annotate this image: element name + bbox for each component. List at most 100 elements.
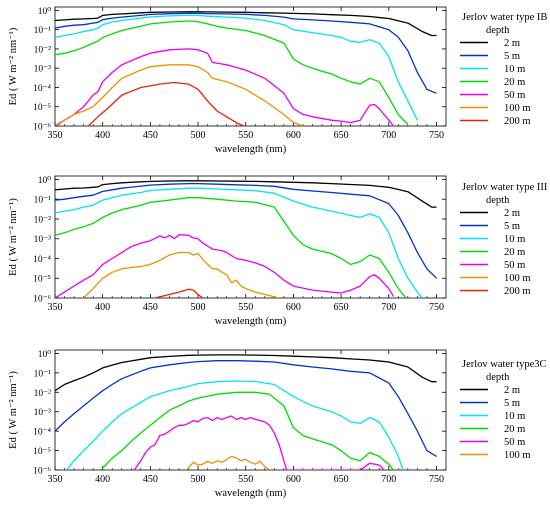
series-line-50m [133, 415, 385, 470]
series-line-10m [55, 14, 418, 121]
x-tick-label: 550 [238, 302, 253, 313]
x-tick-label: 350 [48, 302, 63, 313]
series-group [55, 354, 437, 470]
x-tick-label: 650 [334, 474, 349, 485]
series-line-20m [55, 20, 409, 125]
x-tick-label: 400 [95, 302, 110, 313]
x-tick-label: 400 [95, 130, 110, 141]
legend-label: 200 m [504, 116, 531, 127]
series-line-5m [55, 12, 437, 94]
legend-title: Jerlov water type III [462, 182, 548, 193]
legend-label: 10 m [504, 234, 525, 245]
x-tick-label: 400 [95, 474, 110, 485]
x-tick-label: 750 [429, 474, 444, 485]
x-tick-label: 450 [143, 130, 158, 141]
series-line-20m [100, 391, 395, 470]
x-tick-label: 600 [286, 130, 301, 141]
x-axis-label: wavelength (nm) [215, 144, 287, 155]
y-tick-label: 10⁻⁴ [33, 428, 52, 438]
series-line-5m [55, 360, 437, 457]
y-tick-label: 10⁻⁴ [33, 255, 52, 265]
chart-panel-1: 350 400 450 500 550 600 650 700 750 10⁰ 10⁻¹ 10⁻² 10… [8, 6, 547, 155]
series-line-2m [55, 11, 437, 37]
legend-label: 100 m [504, 450, 531, 461]
y-tick-label: 10⁻¹ [34, 369, 52, 379]
y-tick-label: 10⁻³ [34, 408, 52, 418]
legend-label: 20 m [504, 424, 525, 435]
chart-panel-3: 350 400 450 500 550 600 650 700 750 10⁰ 10⁻¹ 10⁻² 10… [8, 349, 547, 499]
y-axis-label: Ed ( W m⁻² nm⁻¹) [8, 198, 19, 276]
series-line-50m [55, 48, 395, 126]
x-tick-label: 550 [238, 130, 253, 141]
series-line-5m [55, 182, 437, 279]
legend-title: Jerlov water type IB [462, 12, 547, 23]
x-tick-label: 650 [334, 302, 349, 313]
legend-label: 10 m [504, 64, 525, 75]
x-axis-label: wavelength (nm) [215, 316, 287, 327]
x-tick-label: 700 [381, 474, 396, 485]
legend-label: 10 m [504, 411, 525, 422]
y-tick-label: 10⁻⁶ [33, 123, 51, 133]
x-tick-label: 450 [143, 302, 158, 313]
y-tick-label: 10⁻⁶ [33, 295, 51, 305]
legend-label: 50 m [504, 437, 525, 448]
legend-label: 50 m [504, 260, 525, 271]
y-tick-label: 10⁻⁴ [33, 84, 52, 94]
y-tick-label: 10⁰ [38, 7, 52, 17]
x-tick-label: 350 [48, 130, 63, 141]
x-tick-label: 650 [334, 130, 349, 141]
x-axis-label: wavelength (nm) [215, 488, 287, 499]
series-group [55, 11, 437, 126]
series-line-2m [55, 354, 437, 392]
series-group [55, 180, 437, 298]
legend-subtitle: depth [486, 195, 510, 206]
plot-frame [54, 6, 447, 127]
legend-subtitle: depth [486, 372, 510, 383]
series-line-100m [83, 251, 280, 298]
plot-frame [54, 349, 447, 471]
legend-label: 5 m [504, 221, 520, 232]
y-tick-label: 10⁻¹ [34, 196, 52, 206]
x-tick-label: 700 [381, 302, 396, 313]
series-line-10m [65, 380, 404, 470]
legend: Jerlov water type III depth 2 m 5 m 10 m 20 m… [460, 182, 548, 297]
legend: Jerlov water type IB depth 2 m 5 m 10 m 20 m 5… [460, 12, 547, 127]
series-line-200m [87, 81, 245, 126]
x-tick-label: 550 [238, 474, 253, 485]
x-tick-label: 500 [191, 474, 206, 485]
legend-label: 2 m [504, 208, 520, 219]
chart-panel-2: 350 400 450 500 550 600 650 700 750 10⁰ 10⁻¹ 10⁻² 10… [8, 175, 548, 327]
legend-label: 5 m [504, 398, 520, 409]
y-tick-label: 10⁻² [34, 45, 52, 55]
y-axis-label: Ed ( W m⁻² nm⁻¹) [8, 27, 19, 105]
x-tick-label: 700 [381, 130, 396, 141]
y-tick-label: 10⁰ [38, 176, 52, 186]
series-line-10m [55, 187, 423, 298]
series-line-100m [56, 64, 304, 126]
y-tick-label: 10⁻⁵ [33, 275, 51, 285]
y-tick-label: 10⁰ [38, 350, 52, 360]
legend-label: 20 m [504, 77, 525, 88]
y-tick-label: 10⁻³ [34, 235, 52, 245]
x-tick-label: 600 [286, 474, 301, 485]
y-tick-label: 10⁻² [34, 389, 52, 399]
legend-label: 20 m [504, 247, 525, 258]
x-tick-label: 750 [429, 130, 444, 141]
series-line-50m [55, 234, 395, 298]
series-line-200m [154, 288, 204, 298]
legend-title: Jerlov water type3C [462, 359, 547, 370]
plot-frame [54, 175, 447, 299]
x-tick-label: 500 [191, 130, 206, 141]
legend-label: 2 m [504, 385, 520, 396]
legend-subtitle: depth [486, 25, 510, 36]
y-tick-label: 10⁻¹ [34, 26, 52, 36]
legend-label: 100 m [504, 273, 531, 284]
y-tick-label: 10⁻⁵ [33, 103, 51, 113]
legend-label: 5 m [504, 51, 520, 62]
series-line-2m [55, 180, 437, 208]
y-tick-label: 10⁻³ [34, 65, 52, 75]
series-line-20m [55, 197, 407, 298]
legend-label: 200 m [504, 286, 531, 297]
x-tick-label: 750 [429, 302, 444, 313]
